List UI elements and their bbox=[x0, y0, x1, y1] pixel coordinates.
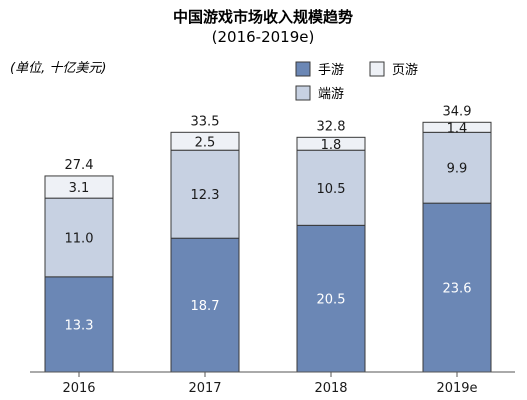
bar-segment-2019e-1 bbox=[422, 131, 492, 204]
unit-label: (单位, 十亿美元) bbox=[10, 60, 106, 76]
legend-label-web: 页游 bbox=[392, 63, 418, 78]
bar-segment-2017-0 bbox=[170, 237, 240, 373]
legend-swatch-mobile bbox=[295, 61, 311, 77]
legend: 手游 页游 端游 bbox=[295, 61, 418, 102]
bar-segment-2017-2 bbox=[170, 131, 240, 151]
bar-total-label-2017: 33.5 bbox=[191, 114, 220, 129]
bar-segment-2016-2 bbox=[44, 175, 114, 199]
bar-segment-2018-1 bbox=[296, 149, 366, 226]
bar-value-label-2018-0: 20.5 bbox=[317, 293, 346, 308]
bar-segment-2018-0 bbox=[296, 224, 366, 373]
chart-subtitle: (2016-2019e) bbox=[212, 28, 315, 46]
bar-segment-2017-1 bbox=[170, 149, 240, 239]
x-tick-label-2016: 2016 bbox=[62, 381, 95, 396]
legend-label-mobile: 手游 bbox=[318, 63, 344, 78]
bar-value-label-2016-0: 13.3 bbox=[65, 318, 94, 333]
category-ticks-group: 2016 2017 2018 2019e bbox=[62, 372, 478, 396]
bar-segment-2016-0 bbox=[44, 276, 114, 373]
x-tick-label-2017: 2017 bbox=[188, 381, 221, 396]
legend-swatch-web bbox=[369, 61, 385, 77]
bar-value-label-2018-2: 1.8 bbox=[321, 138, 342, 153]
legend-label-pc: 端游 bbox=[318, 87, 344, 102]
bar-value-label-2017-0: 18.7 bbox=[191, 299, 220, 314]
bar-segment-2016-1 bbox=[44, 197, 114, 278]
bar-value-label-2019e-2: 1.4 bbox=[447, 121, 468, 136]
bar-value-label-2018-1: 10.5 bbox=[317, 182, 346, 197]
bar-segment-2019e-2 bbox=[422, 121, 492, 133]
bar-value-label-2017-1: 12.3 bbox=[191, 188, 220, 203]
x-tick-label-2018: 2018 bbox=[314, 381, 347, 396]
bar-segment-2018-2 bbox=[296, 136, 366, 151]
bar-value-label-2019e-1: 9.9 bbox=[447, 162, 468, 177]
bar-total-label-2018: 32.8 bbox=[317, 119, 346, 134]
legend-swatch-pc bbox=[295, 85, 311, 101]
bar-total-label-2019e: 34.9 bbox=[443, 104, 472, 119]
bar-value-label-2019e-0: 23.6 bbox=[443, 282, 472, 297]
bars-group: 13.3 11.0 3.1 27.4 18.7 12.3 2.5 33.5 20.5 10.5 1.… bbox=[44, 104, 492, 373]
bar-value-label-2017-2: 2.5 bbox=[195, 135, 216, 150]
bar-total-label-2016: 27.4 bbox=[65, 158, 94, 173]
x-tick-label-2019e: 2019e bbox=[436, 381, 477, 396]
bar-value-label-2016-2: 3.1 bbox=[69, 181, 90, 196]
chart-title: 中国游戏市场收入规模趋势 bbox=[173, 8, 353, 26]
bar-value-label-2016-1: 11.0 bbox=[65, 231, 94, 246]
